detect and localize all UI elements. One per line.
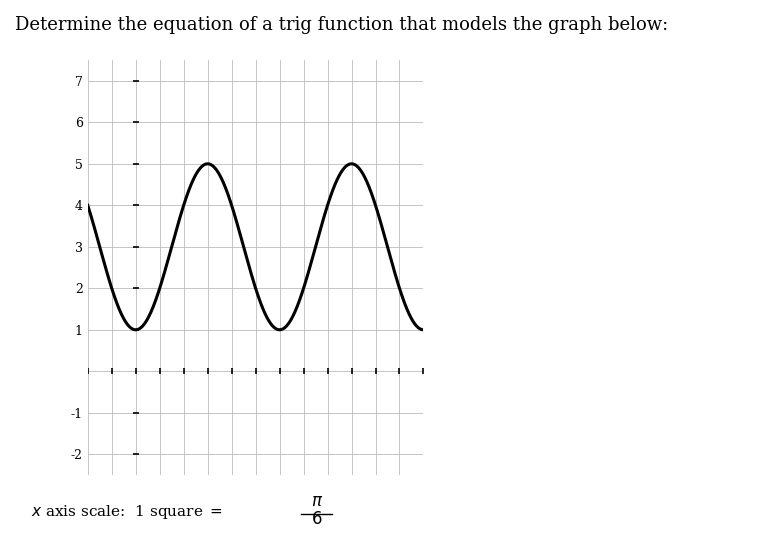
Text: Determine the equation of a trig function that models the graph below:: Determine the equation of a trig functio… [15,16,668,34]
Text: $\pi$: $\pi$ [311,493,323,510]
Text: $x$ axis scale:  1 square $=$: $x$ axis scale: 1 square $=$ [31,503,223,521]
Text: $6$: $6$ [311,511,323,528]
